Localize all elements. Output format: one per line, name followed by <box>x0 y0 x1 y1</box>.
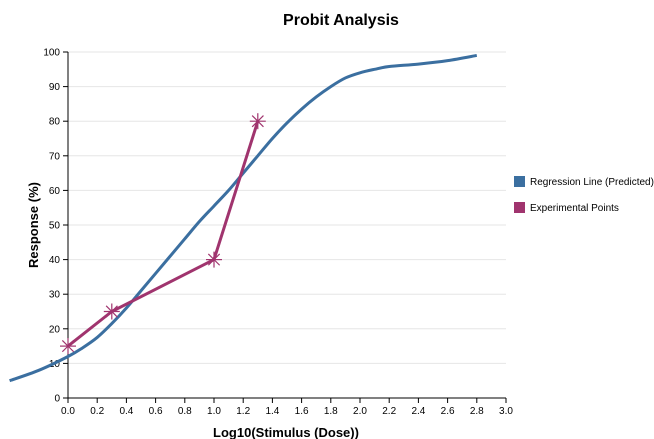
y-tick-label: 70 <box>49 151 61 162</box>
experimental-point <box>249 113 266 130</box>
experimental-point <box>206 251 222 268</box>
series-layer <box>9 53 478 383</box>
x-tick-label: 0.0 <box>61 406 75 417</box>
y-tick-label: 0 <box>54 394 60 405</box>
legend-item: Regression Line (Predicted) <box>514 176 654 188</box>
legend-label: Regression Line (Predicted) <box>530 177 654 188</box>
experimental-point <box>60 338 76 355</box>
x-tick-label: 0.8 <box>178 406 192 417</box>
x-tick-label: 1.4 <box>265 406 279 417</box>
x-tick-label: 3.0 <box>499 406 513 417</box>
x-axis-label: Log10(Stimulus (Dose)) <box>213 425 359 439</box>
x-tick-label: 2.2 <box>382 406 396 417</box>
y-tick-label: 80 <box>49 117 61 128</box>
grid-lines <box>68 51 506 364</box>
x-tick-label: 1.8 <box>324 406 338 417</box>
x-tick-label: 0.4 <box>119 406 133 417</box>
y-tick-label: 20 <box>49 324 61 335</box>
x-tick-label: 1.6 <box>295 406 309 417</box>
legend-label: Experimental Points <box>530 203 619 214</box>
legend-swatch <box>514 176 525 187</box>
x-tick-label: 0.6 <box>149 406 163 417</box>
x-tick-label: 1.0 <box>207 406 221 417</box>
y-tick-label: 100 <box>43 48 60 59</box>
legend-item: Experimental Points <box>514 202 619 214</box>
experimental-point <box>103 303 120 320</box>
x-tick-label: 2.0 <box>353 406 367 417</box>
y-axis-label: Response (%) <box>26 182 41 268</box>
chart-title: Probit Analysis <box>283 12 399 29</box>
regression-line <box>9 53 478 383</box>
plot-region <box>9 53 478 383</box>
experimental-line <box>67 120 260 348</box>
x-tick-label: 1.2 <box>236 406 250 417</box>
x-tick-label: 2.8 <box>470 406 484 417</box>
x-axis-ticks: 0.0 0.2 0.4 0.6 0.8 1.0 1.2 1.4 1.6 1.8 2.0 2.2 2.4 2… <box>61 398 513 417</box>
x-tick-label: 2.4 <box>411 406 425 417</box>
y-tick-label: 50 <box>49 221 61 232</box>
y-tick-label: 40 <box>49 255 61 266</box>
x-tick-label: 0.2 <box>90 406 104 417</box>
y-tick-label: 90 <box>49 82 61 93</box>
x-tick-label: 2.6 <box>441 406 455 417</box>
y-tick-label: 30 <box>49 290 61 301</box>
legend: Regression Line (Predicted) Experimental … <box>514 176 654 214</box>
y-tick-label: 60 <box>49 186 61 197</box>
legend-swatch <box>514 202 525 213</box>
